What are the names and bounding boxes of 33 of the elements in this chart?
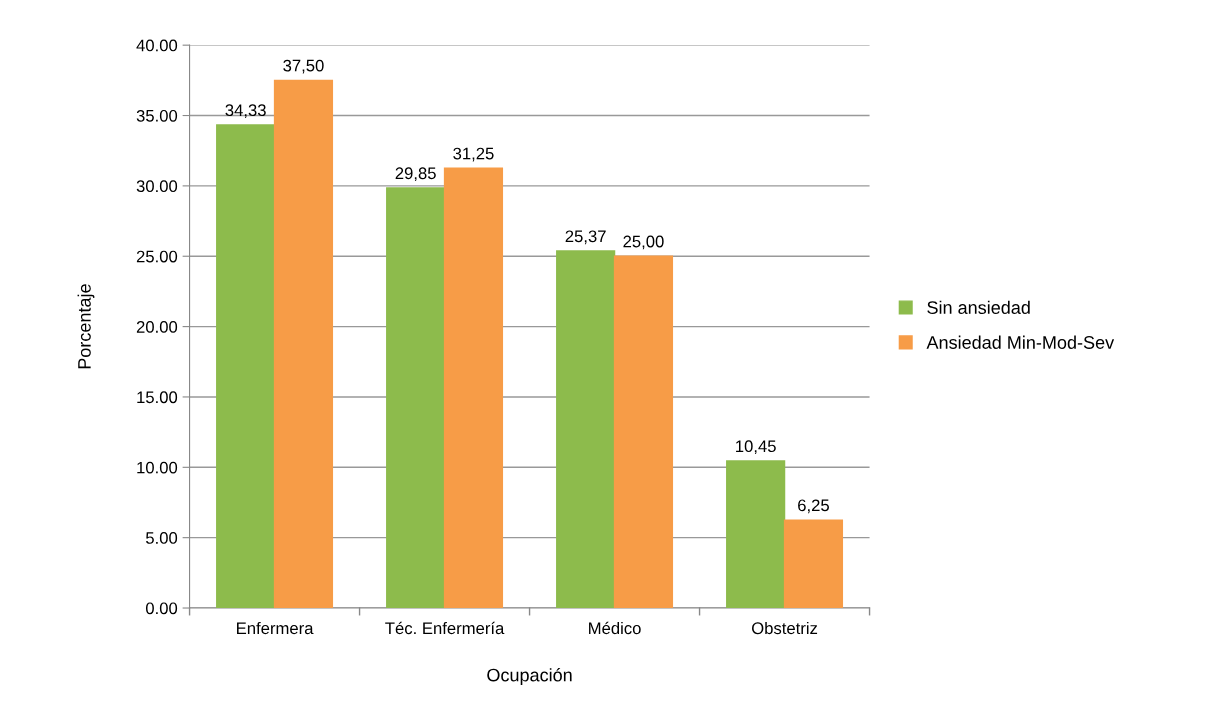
- legend-label: Ansiedad Min-Mod-Sev: [926, 335, 1115, 349]
- x-tick-label: Téc. Enfermería: [385, 621, 505, 635]
- bar: [273, 79, 334, 609]
- y-tick-label: 0.00: [145, 602, 178, 615]
- data-label: 34,33: [225, 104, 266, 119]
- bar: [386, 187, 446, 609]
- y-tick-label: 40.00: [136, 39, 178, 52]
- y-tick-label: 5.00: [145, 532, 178, 544]
- bar: [613, 255, 674, 609]
- y-tick-label: 25.00: [136, 250, 178, 263]
- x-tick-label: Enfermera: [237, 621, 314, 635]
- data-label: 31,25: [453, 147, 494, 162]
- bar: [556, 250, 616, 609]
- data-label: 37,50: [283, 59, 324, 74]
- data-label: 29,85: [395, 167, 436, 182]
- y-tick-label: 35.00: [136, 109, 178, 122]
- y-axis-title: Porcentaje: [77, 284, 95, 369]
- legend-label: Sin ansiedad: [927, 300, 1030, 314]
- y-tick-label: 15.00: [137, 391, 178, 404]
- x-tick-label: Obstetriz: [752, 621, 818, 635]
- bar: [443, 167, 504, 609]
- x-axis-title: Ocupación: [487, 668, 572, 686]
- bar: [726, 460, 786, 609]
- bar: [216, 124, 276, 609]
- data-label: 10,45: [736, 440, 776, 455]
- y-tick-label: 30.00: [136, 180, 178, 193]
- y-tick-label: 20.00: [136, 320, 178, 333]
- data-label: 25,37: [565, 230, 606, 245]
- bar: [783, 519, 844, 609]
- x-tick-label: Médico: [589, 621, 641, 635]
- data-label: 6,25: [798, 499, 829, 514]
- y-tick-label: 10.00: [137, 461, 178, 474]
- data-label: 25,00: [623, 235, 664, 250]
